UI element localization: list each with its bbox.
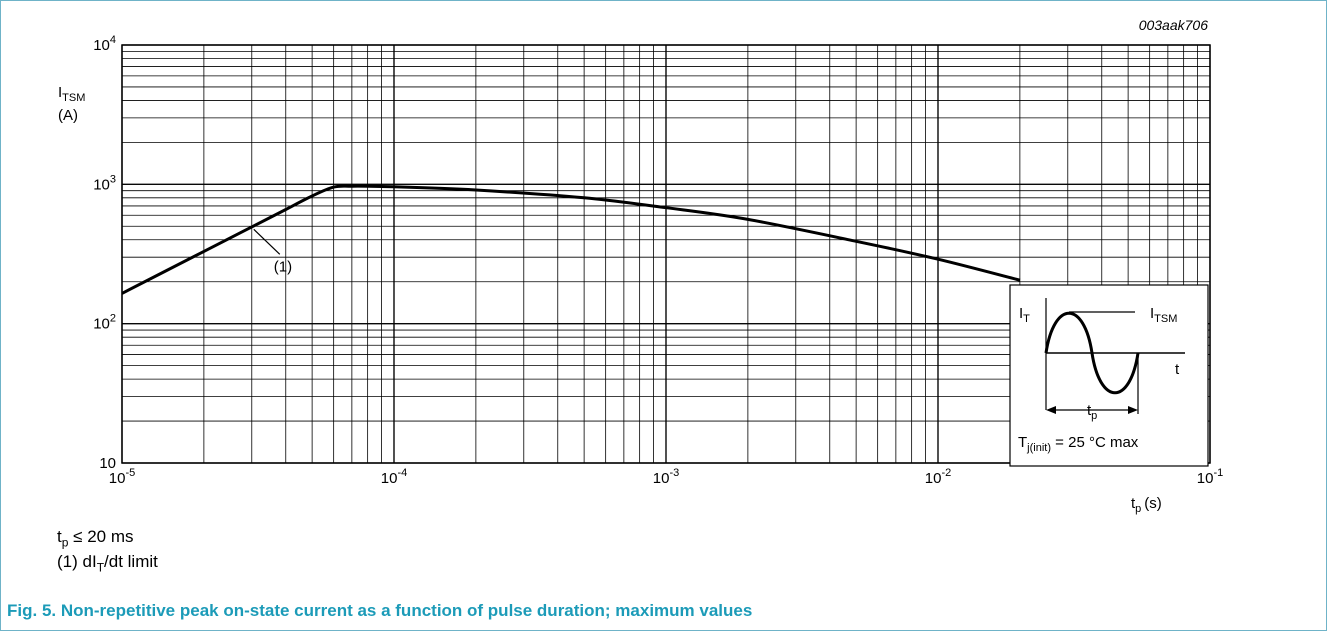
note-tp-main: t xyxy=(57,527,62,546)
y-tick-base: 10 xyxy=(93,316,110,333)
y-tick-exponent: 4 xyxy=(110,34,116,46)
inset-it-main: I xyxy=(1019,305,1023,322)
y-tick-label: 10 xyxy=(99,455,116,472)
x-tick-label: 10-1 xyxy=(1197,467,1223,487)
x-tick-base: 10 xyxy=(653,470,670,487)
y-tick-base: 10 xyxy=(93,37,110,54)
note-limit: (1) dIT/dt limit xyxy=(57,552,158,574)
note-tp-sub: p xyxy=(61,535,69,550)
inset-box xyxy=(1009,284,1209,467)
x-tick-label: 10-3 xyxy=(653,467,679,487)
inset-it-sub: T xyxy=(1023,313,1030,325)
x-tick-exponent: -3 xyxy=(669,467,679,479)
x-tick-exponent: -5 xyxy=(125,467,135,479)
y-axis-title: ITSM xyxy=(58,84,85,104)
x-axis-title: tp (s) xyxy=(1131,495,1162,515)
inset-it-label: IT xyxy=(1019,305,1030,325)
y-axis-title-main: I xyxy=(58,84,62,101)
y-tick-base: 10 xyxy=(93,176,110,193)
series-line xyxy=(121,184,1021,295)
y-tick-exponent: 3 xyxy=(110,173,116,185)
x-tick-exponent: -1 xyxy=(1213,467,1223,479)
inset-tp-label: tp xyxy=(1087,402,1097,422)
y-tick-exponent: 2 xyxy=(110,313,116,325)
inset-itsm-label: ITSM xyxy=(1150,305,1177,325)
chart-grid xyxy=(121,44,1211,464)
y-tick-label: 104 xyxy=(93,34,116,54)
x-axis-title-unit: (s) xyxy=(1144,495,1162,512)
inset-tp-main: t xyxy=(1087,402,1092,419)
y-axis-title-sub: TSM xyxy=(62,92,85,104)
y-tick-base: 10 xyxy=(99,455,116,472)
x-tick-base: 10 xyxy=(381,470,398,487)
inset-tp-arrowhead-right xyxy=(1128,406,1138,414)
x-axis-title-sub: p xyxy=(1135,503,1141,515)
note-limit-sub: T xyxy=(96,560,105,575)
y-tick-label: 103 xyxy=(93,173,116,193)
x-tick-exponent: -4 xyxy=(397,467,407,479)
x-axis-title-main: t xyxy=(1131,495,1136,512)
inset-condition: Tj(init) = 25 °C max xyxy=(1018,434,1139,454)
note-limit-prefix: (1) dI xyxy=(57,552,97,571)
note-limit-rest: /dt limit xyxy=(104,552,158,571)
annotation-leader xyxy=(253,228,281,255)
y-axis-unit: (A) xyxy=(58,107,78,124)
annotation-label: (1) xyxy=(274,258,292,275)
y-tick-label: 102 xyxy=(93,313,116,333)
figure-caption: Fig. 5. Non-repetitive peak on-state cur… xyxy=(7,601,753,620)
x-tick-label: 10-4 xyxy=(381,467,407,487)
inset-t-label: t xyxy=(1175,361,1180,378)
inset-sine-wave xyxy=(1044,311,1140,395)
x-tick-exponent: -2 xyxy=(941,467,951,479)
plot-border xyxy=(121,44,1211,464)
x-tick-base: 10 xyxy=(925,470,942,487)
x-tick-base: 10 xyxy=(1197,470,1214,487)
inset-itsm-main: I xyxy=(1150,305,1154,322)
x-tick-base: 10 xyxy=(109,470,126,487)
inset-condition-sub: j(init) xyxy=(1026,442,1051,454)
inset-tp-arrowhead-left xyxy=(1046,406,1056,414)
note-pulse-duration: tp ≤ 20 ms xyxy=(57,527,134,549)
x-tick-label: 10-2 xyxy=(925,467,951,487)
inset-itsm-sub: TSM xyxy=(1154,313,1177,325)
chart-code: 003aak706 xyxy=(1139,17,1209,33)
inset-tp-sub: p xyxy=(1091,410,1097,422)
waveform-inset: IT ITSM t tp Tj(init) = 25 °C max xyxy=(1009,284,1209,467)
inset-condition-main: T xyxy=(1018,434,1027,451)
inset-condition-rest: = 25 °C max xyxy=(1051,434,1139,451)
x-tick-label: 10-5 xyxy=(109,467,135,487)
note-tp-rest: ≤ 20 ms xyxy=(68,527,134,546)
